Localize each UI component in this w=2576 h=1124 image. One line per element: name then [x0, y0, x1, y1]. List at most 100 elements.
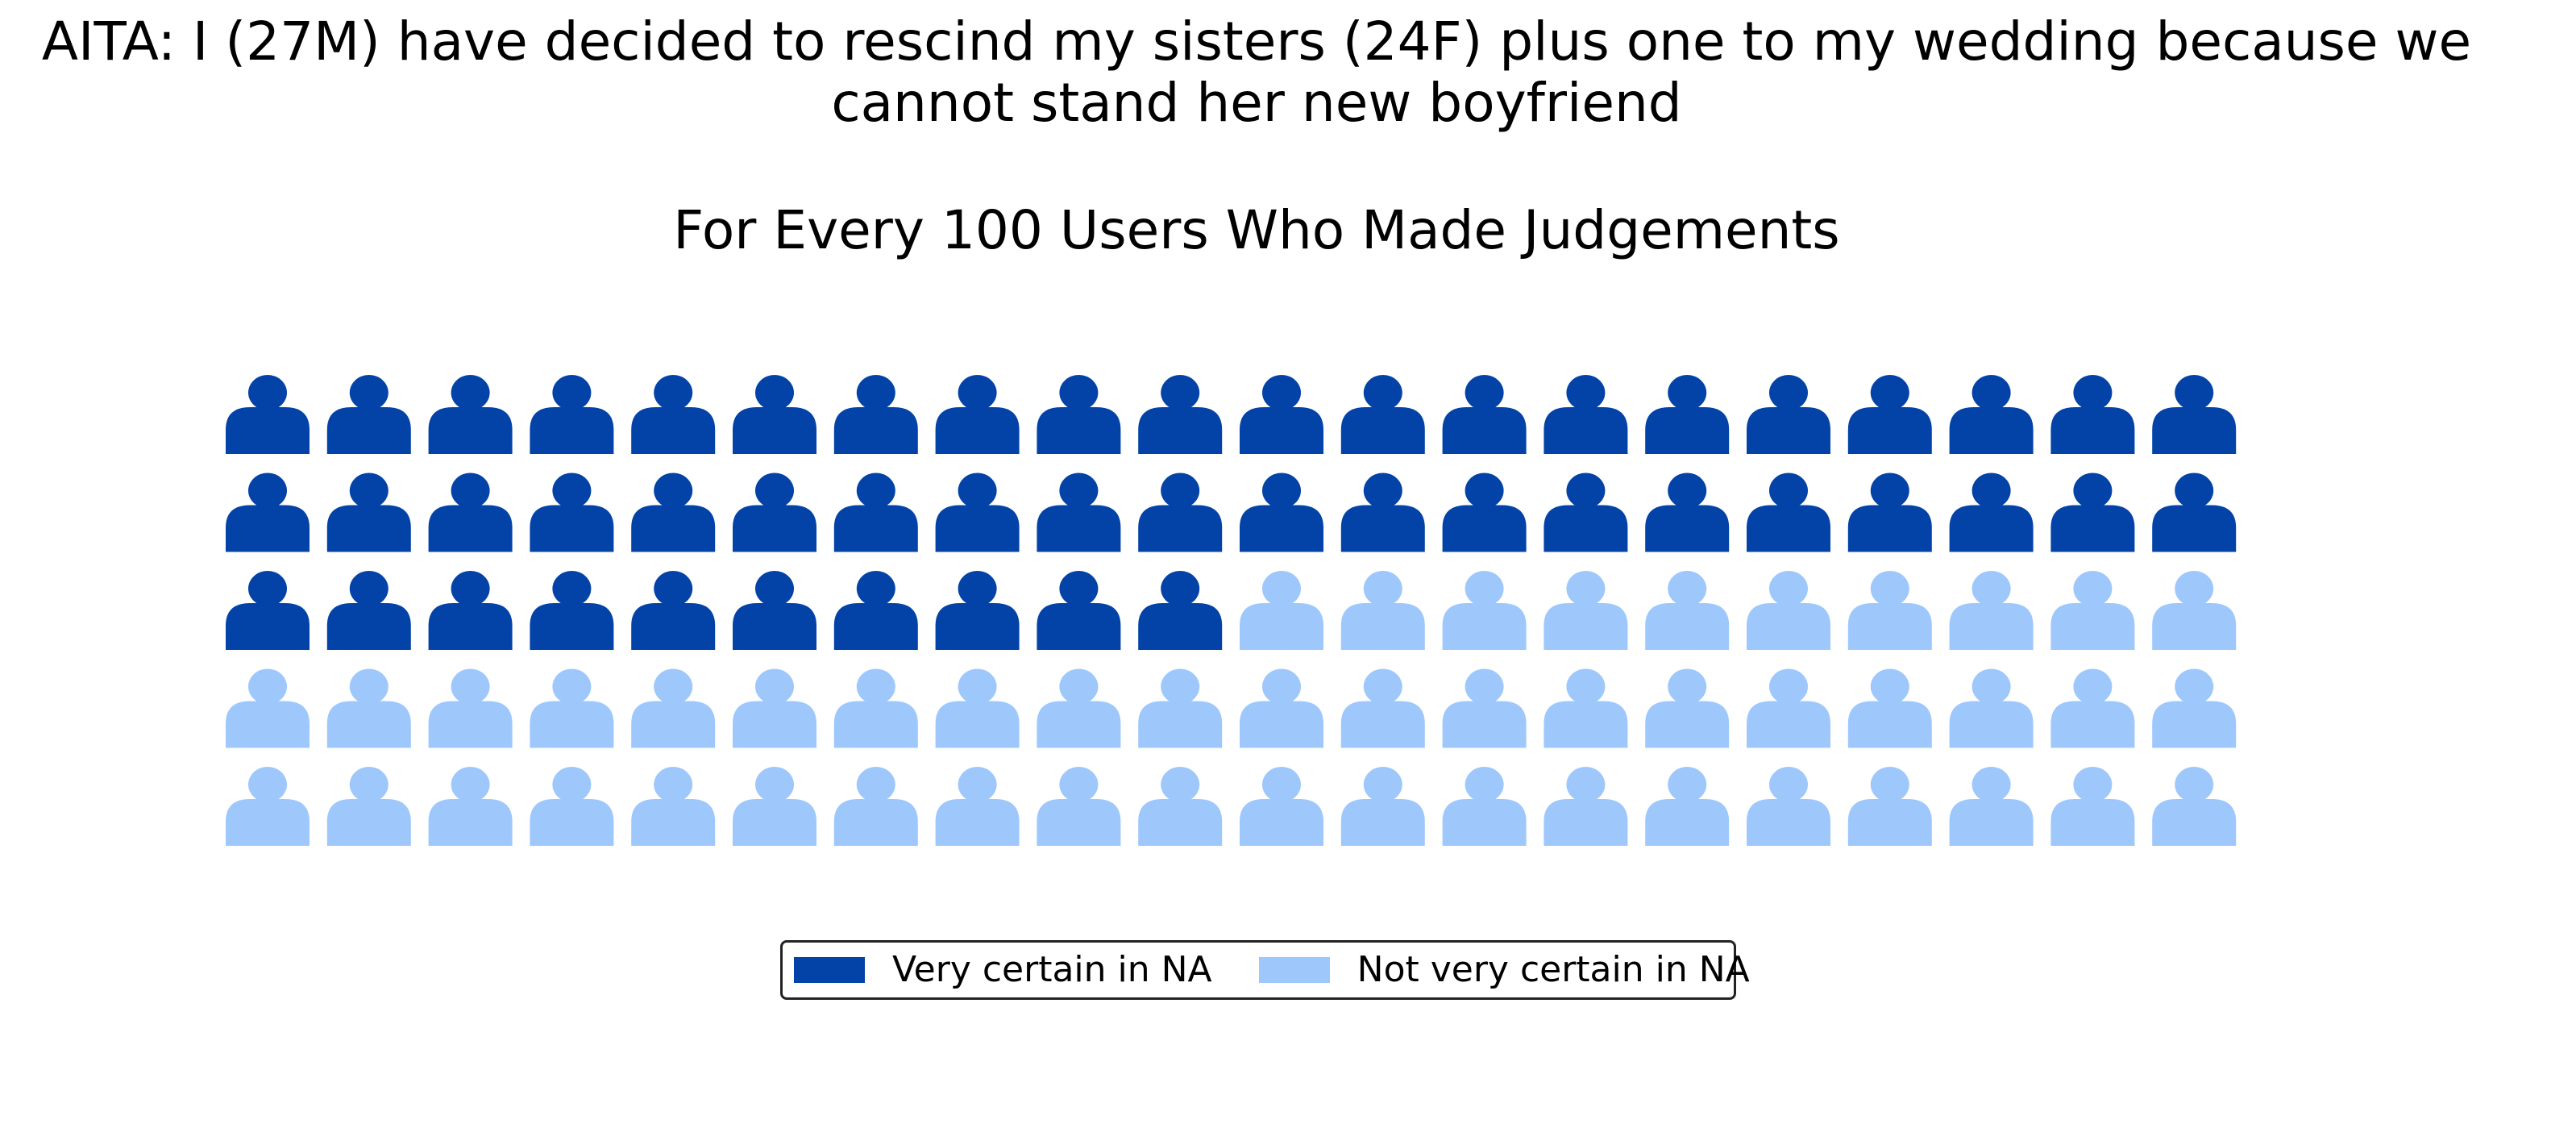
person-icon — [1645, 375, 1730, 454]
person-icon — [226, 472, 310, 552]
person-icon — [1847, 571, 1932, 650]
legend-label-very-certain: Very certain in NA — [892, 949, 1212, 990]
person-icon — [1949, 571, 2034, 650]
person-icon — [631, 472, 716, 552]
chart-legend: Very certain in NA Not very certain in N… — [780, 940, 1750, 1000]
person-icon — [428, 571, 513, 650]
person-icon — [1544, 571, 1628, 650]
person-icon — [428, 472, 513, 552]
person-icon — [226, 767, 310, 846]
person-icon — [631, 668, 716, 748]
person-icon — [1847, 375, 1932, 454]
person-icon — [1949, 767, 2034, 846]
person-icon — [326, 472, 411, 552]
person-icon — [935, 767, 1020, 846]
person-icon — [1240, 668, 1323, 748]
person-icon — [530, 668, 614, 748]
person-icon — [733, 668, 816, 748]
person-icon — [1037, 375, 1121, 454]
person-icon — [2152, 375, 2237, 454]
person-icon — [1442, 767, 1527, 846]
person-icon — [1340, 472, 1425, 552]
person-icon — [1340, 767, 1425, 846]
legend-label-not-very-certain: Not very certain in NA — [1357, 949, 1750, 990]
person-icon — [1544, 668, 1628, 748]
person-icon — [1240, 375, 1323, 454]
person-icon — [226, 375, 310, 454]
person-icon — [2152, 767, 2237, 846]
person-icon — [1544, 472, 1628, 552]
person-icon — [1138, 767, 1223, 846]
person-icon — [935, 668, 1020, 748]
person-icon — [733, 472, 816, 552]
person-icon — [833, 375, 918, 454]
person-icon — [1949, 375, 2034, 454]
person-icon — [1037, 668, 1121, 748]
person-icon — [326, 767, 411, 846]
person-icon — [1747, 375, 1830, 454]
person-icon — [631, 375, 716, 454]
person-icon — [1645, 767, 1730, 846]
person-icon — [833, 767, 918, 846]
person-icon — [2050, 472, 2135, 552]
person-icon — [1138, 472, 1223, 552]
person-icon — [1544, 375, 1628, 454]
chart-subtitle: For Every 100 Users Who Made Judgements — [673, 199, 1840, 261]
person-icon — [1340, 375, 1425, 454]
person-icon — [1645, 571, 1730, 650]
person-icon — [1747, 767, 1830, 846]
person-icon — [2152, 571, 2237, 650]
person-icon — [1240, 571, 1323, 650]
person-icon — [326, 668, 411, 748]
person-icon — [1847, 767, 1932, 846]
person-icon — [1747, 571, 1830, 650]
person-icon — [1847, 668, 1932, 748]
person-icon — [1340, 571, 1425, 650]
person-icon — [1442, 571, 1527, 650]
person-icon — [1645, 472, 1730, 552]
person-icon — [226, 668, 310, 748]
person-icon — [326, 571, 411, 650]
person-icon — [1037, 767, 1121, 846]
person-icon — [833, 571, 918, 650]
person-icon — [631, 767, 716, 846]
person-icon — [733, 571, 816, 650]
person-icon — [1747, 668, 1830, 748]
person-icon — [428, 375, 513, 454]
person-icon — [1138, 571, 1223, 650]
person-icon — [935, 472, 1020, 552]
person-icon — [1037, 571, 1121, 650]
person-icon — [1240, 472, 1323, 552]
person-icon — [1037, 472, 1121, 552]
person-icon — [1442, 375, 1527, 454]
person-icon — [1138, 668, 1223, 748]
person-icon — [2152, 668, 2237, 748]
person-icon — [1442, 668, 1527, 748]
person-icon — [1138, 375, 1223, 454]
person-icon — [935, 571, 1020, 650]
person-icon — [428, 767, 513, 846]
person-icon — [2050, 668, 2135, 748]
person-icon — [1949, 472, 2034, 552]
person-icon — [733, 767, 816, 846]
person-icon — [733, 375, 816, 454]
person-icon — [530, 571, 614, 650]
legend-swatch-very-certain — [794, 957, 865, 983]
person-icon — [428, 668, 513, 748]
legend-item-not-very-certain: Not very certain in NA — [1258, 949, 1750, 990]
person-icon — [1847, 472, 1932, 552]
person-icon — [530, 767, 614, 846]
person-icon — [833, 668, 918, 748]
person-icon — [530, 472, 614, 552]
person-icon — [1442, 472, 1527, 552]
legend-item-very-certain: Very certain in NA — [794, 950, 1212, 990]
chart-title: AITA: I (27M) have decided to rescind my… — [41, 10, 2472, 134]
person-icon — [833, 472, 918, 552]
legend-swatch-not-very-certain — [1258, 957, 1330, 983]
person-icon — [2152, 472, 2237, 552]
person-icon — [1544, 767, 1628, 846]
person-icon — [1240, 767, 1323, 846]
person-icon — [631, 571, 716, 650]
person-icon — [1645, 668, 1730, 748]
